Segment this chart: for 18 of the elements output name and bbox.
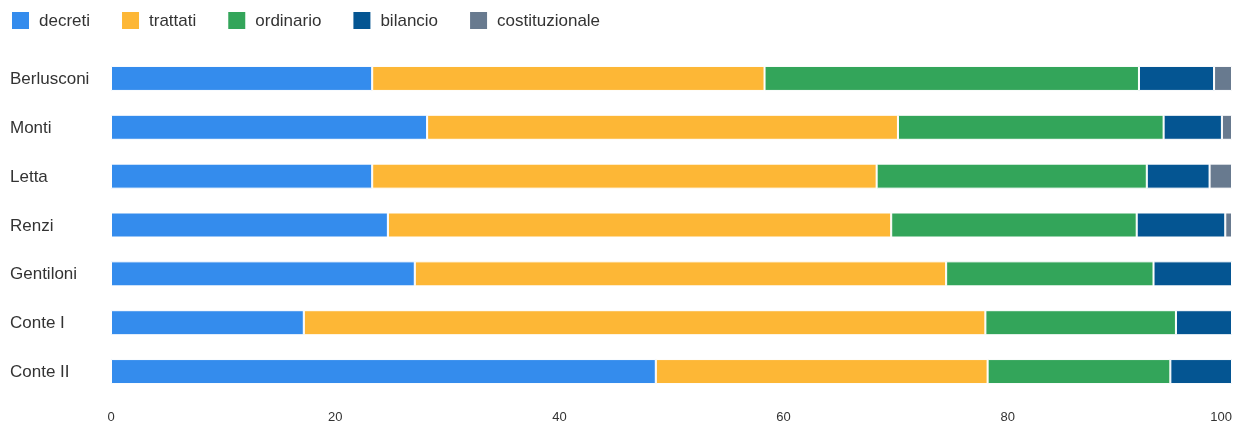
x-tick-label: 20: [327, 409, 343, 423]
y-tick-label: Monti: [10, 117, 52, 137]
x-tick-label: 0: [107, 409, 115, 423]
legend-label: costituzionale: [497, 11, 601, 30]
legend-label: decreti: [39, 11, 91, 30]
y-tick-label: Conte I: [10, 313, 65, 333]
y-tick-label: Gentiloni: [10, 264, 78, 284]
x-tick-label: 40: [552, 409, 567, 423]
x-tick-label: 100: [1210, 409, 1232, 423]
legend-label: bilancio: [380, 11, 439, 30]
y-tick-label: Renzi: [10, 215, 54, 235]
y-tick-label: Letta: [10, 166, 49, 186]
legend-label: trattati: [149, 11, 197, 30]
x-tick-label: 80: [1000, 409, 1016, 423]
y-tick-label: Berlusconi: [10, 68, 90, 88]
y-tick-label: Conte II: [10, 362, 70, 382]
legend-label: ordinario: [255, 11, 322, 30]
x-tick-label: 60: [776, 409, 791, 423]
